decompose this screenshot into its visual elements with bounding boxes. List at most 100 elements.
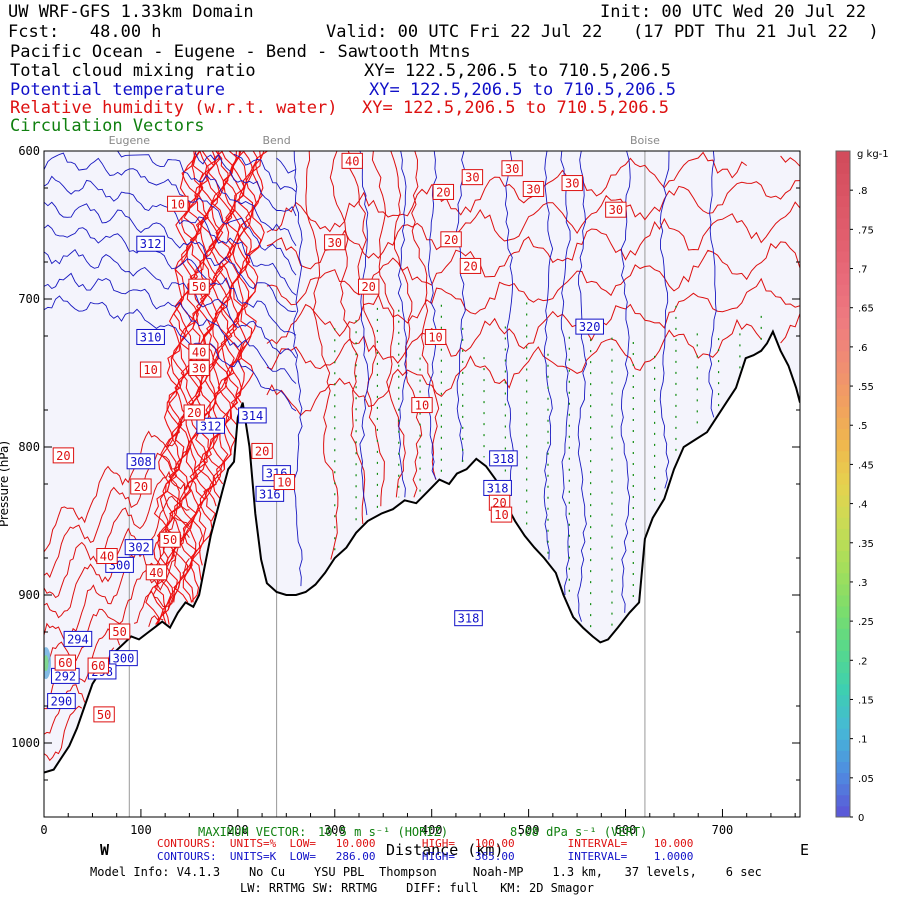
rh-contour-line: [167, 151, 216, 610]
colorbar-segment: [836, 173, 850, 185]
theta-contour-label: 290: [51, 695, 73, 709]
colorbar-tick-label: .75: [858, 225, 874, 236]
theta-contour-label: 316: [259, 487, 281, 501]
y-axis-title: Pressure (hPa): [0, 441, 11, 527]
colorbar-segment: [836, 206, 850, 219]
route-title: Pacific Ocean - Eugene - Bend - Sawtooth…: [10, 42, 471, 62]
theta-contour-line: [504, 151, 515, 498]
colorbar-segment: [836, 339, 850, 352]
colorbar-segment: [836, 151, 850, 163]
colorbar-segment: [836, 350, 850, 363]
place-label-boise: Boise: [630, 134, 660, 147]
contour-label-box: [238, 407, 267, 424]
rh-contour-label: 20: [134, 480, 148, 494]
colorbar-segment: [836, 739, 850, 751]
colorbar-segment: [836, 295, 850, 307]
colorbar-segment: [836, 250, 850, 263]
theta-contour-label: 318: [458, 612, 480, 626]
theta-contour-label: 320: [579, 320, 601, 334]
colorbar-segment: [836, 472, 850, 485]
colorbar-tick-label: .2: [858, 656, 868, 667]
rh-contour-label: 40: [149, 566, 163, 580]
x-tick-label: 400: [421, 823, 443, 837]
colorbar-segment: [836, 694, 850, 707]
theta-contour-label: 308: [130, 455, 152, 469]
theta-contour-line: [276, 157, 297, 174]
theta-contour-line: [293, 151, 303, 587]
colorbar-title: g kg-1: [857, 149, 889, 160]
cloud-water-core: [44, 655, 49, 672]
colorbar-segment: [836, 484, 850, 496]
theta-contour-label: 312: [200, 419, 222, 433]
contour-label-box: [126, 453, 156, 470]
x-tick-label: 500: [518, 823, 540, 837]
model-info: Model Info: V4.1.3 No Cu YSU PBL Thompso…: [90, 865, 762, 879]
colorbar-tick-label: .65: [858, 304, 874, 315]
colorbar-segment: [836, 328, 850, 341]
contour-label-box: [109, 650, 138, 667]
field-theta-name: Potential temperature: [10, 80, 225, 100]
rh-contour-label: 40: [100, 550, 114, 564]
terrain-line: [44, 329, 800, 774]
colorbar-segment: [836, 528, 850, 540]
rh-contour-label: 50: [163, 533, 177, 547]
x-tick-label: 100: [130, 823, 152, 837]
rh-contour-line: [173, 151, 221, 603]
rh-contour-line: [371, 151, 406, 498]
rh-contour-line: [266, 180, 800, 270]
field-rh-xy: XY= 122.5,206.5 to 710.5,206.5: [362, 98, 670, 118]
rh-contour-line: [207, 151, 246, 507]
rh-contour-label: 10: [428, 330, 442, 344]
colorbar-segment: [836, 683, 850, 696]
colorbar-segment: [836, 284, 850, 296]
field-rh-name: Relative humidity (w.r.t. water): [10, 98, 338, 118]
colorbar-segment: [836, 461, 850, 474]
rh-contour-label: 30: [565, 177, 579, 191]
rh-contour-label: 30: [328, 236, 342, 250]
rh-contour-label: 30: [465, 171, 479, 185]
rh-contour-line: [329, 151, 366, 525]
rh-contour-label: 10: [415, 399, 429, 413]
rh-contour-label: 30: [192, 362, 206, 376]
colorbar-segment: [836, 539, 850, 552]
colorbar-tick-label: .7: [858, 265, 868, 276]
colorbar-segment: [836, 273, 850, 285]
field-theta-xy: XY= 122.5,206.5 to 710.5,206.5: [369, 80, 677, 100]
rh-contour-line: [44, 705, 83, 762]
contour-label-box: [188, 343, 210, 360]
contour-label-box: [136, 235, 165, 252]
colorbar-segment: [836, 428, 850, 441]
contour-label-box: [522, 180, 545, 197]
colorbar-segment: [836, 406, 850, 418]
colorbar-tick-label: .4: [858, 500, 868, 511]
x-tick-label: 0: [40, 823, 47, 837]
theta-contour-line: [194, 152, 297, 217]
rh-contour-label: 10: [277, 476, 291, 490]
rh-contour-label: 30: [609, 203, 623, 217]
colorbar-tick-label: .25: [858, 617, 874, 628]
colorbar-segment: [836, 239, 850, 252]
theta-contour-label: 318: [487, 481, 509, 495]
contour-label-box: [251, 442, 273, 459]
contour-label-box: [159, 531, 181, 548]
rh-contour-label: 20: [187, 406, 201, 420]
axis-west-label: W: [100, 841, 110, 859]
theta-contour-line: [397, 151, 408, 498]
theta-contour-label: 292: [54, 669, 76, 683]
rh-contour-label: 30: [505, 162, 519, 176]
contour-label-box: [273, 474, 296, 491]
rh-contour-label: 20: [56, 449, 70, 463]
colorbar-tick-label: .8: [858, 186, 868, 197]
colorbar-segment: [836, 583, 850, 596]
max-vector-vert: 8.08 dPa s⁻¹ (VERT): [510, 825, 648, 839]
colorbar-segment: [836, 495, 850, 507]
contour-label-box: [459, 257, 482, 274]
colorbar-tick-label: .1: [858, 735, 868, 746]
colorbar-segment: [836, 217, 850, 230]
theta-contour-line: [708, 151, 717, 418]
rh-contour-label: 60: [91, 659, 105, 673]
contour-label-box: [424, 328, 447, 345]
theta-contour-line: [44, 272, 297, 384]
rh-contour-line: [266, 151, 800, 233]
rh-contour-label: 20: [444, 233, 458, 247]
